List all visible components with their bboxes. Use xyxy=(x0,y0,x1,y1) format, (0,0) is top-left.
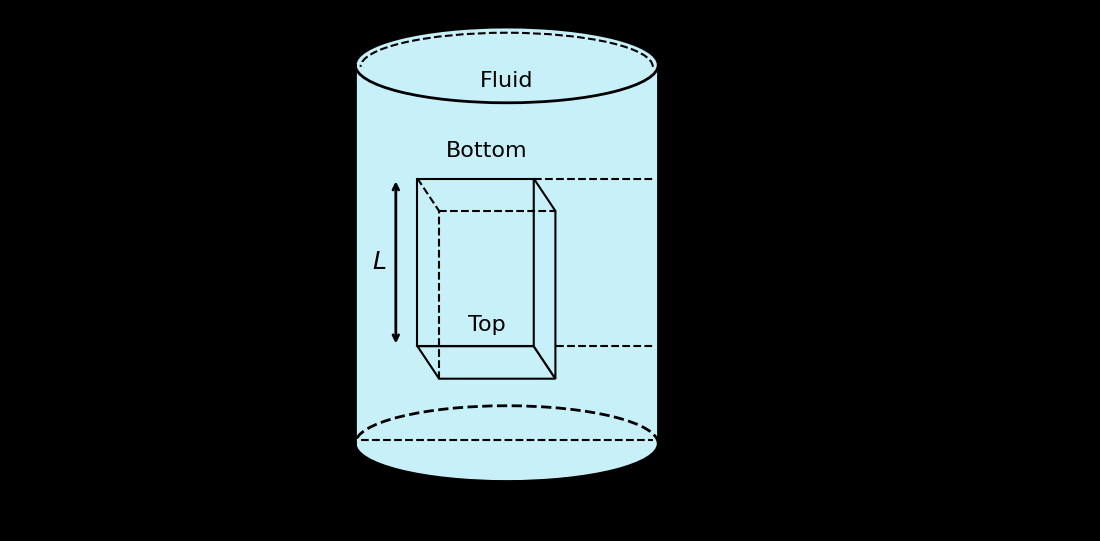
Polygon shape xyxy=(418,346,556,379)
Text: Fluid: Fluid xyxy=(480,71,534,91)
Polygon shape xyxy=(355,65,658,444)
Text: Top: Top xyxy=(468,315,505,334)
Ellipse shape xyxy=(355,406,658,481)
Text: Bottom: Bottom xyxy=(446,142,527,161)
Ellipse shape xyxy=(355,27,658,103)
Polygon shape xyxy=(534,179,556,379)
Polygon shape xyxy=(418,179,534,346)
Text: L: L xyxy=(373,250,386,274)
